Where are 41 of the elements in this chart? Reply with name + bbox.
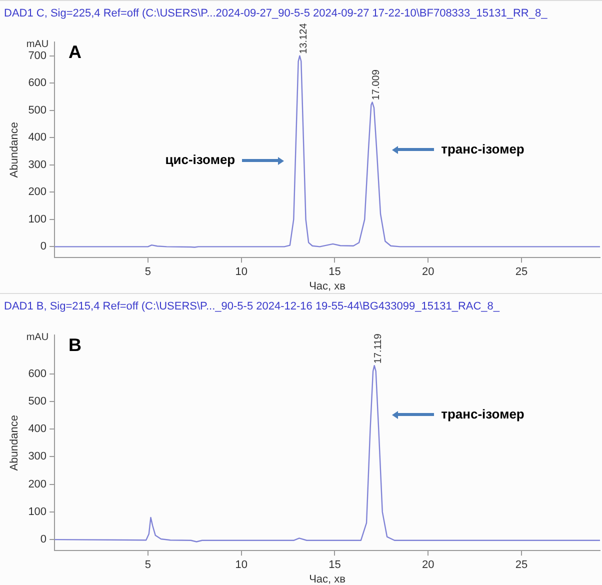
chart-title: DAD1 B, Sig=215,4 Ref=off (C:\USERS\P..._90-5-5 2024-12-16 19-55-44\BG433099_15131_RAC_8_	[4, 300, 500, 313]
x-tick-label: 15	[328, 266, 341, 278]
x-tick-label: 5	[144, 266, 152, 278]
text: mAU	[26, 332, 49, 343]
y-tick-label: 700	[28, 50, 47, 62]
y-tick-label: 500	[28, 396, 47, 408]
y-axis-title: Abundance	[8, 415, 21, 471]
x-tick-label: 20	[422, 559, 434, 572]
y-tick-label: 300	[28, 450, 47, 463]
annotation: цис-ізомер	[165, 152, 236, 168]
annotation: 13.124	[298, 22, 310, 54]
y-tick-label: 0	[40, 534, 47, 546]
chart-title: DAD1 C, Sig=225,4 Ref=off (C:\USERS\P...2024-09-27_90-5-5 2024-09-27 17-22-10\BF708333_15131_RR_8_	[4, 8, 548, 20]
y-tick-label: 100	[28, 506, 47, 518]
y-tick-label: 300	[28, 158, 47, 171]
x-tick-label: 5	[144, 559, 152, 572]
x-axis-title: Час, хв	[309, 280, 346, 292]
annotation: A	[68, 42, 82, 62]
y-tick-label: 600	[28, 368, 47, 380]
x-tick-label: 15	[328, 559, 341, 572]
annotation: B	[68, 335, 82, 356]
x-tick-label: 10	[235, 266, 248, 278]
x-tick-label: 10	[235, 559, 248, 572]
annotation: транс-ізомер	[441, 406, 524, 422]
y-tick-label: 400	[28, 423, 47, 436]
annotation: 17.119	[373, 333, 384, 364]
annotation: транс-ізомер	[441, 141, 524, 156]
x-tick-label: 25	[515, 559, 528, 572]
annotation: 17.009	[371, 69, 382, 100]
text: mAU	[26, 38, 49, 50]
y-tick-label: 400	[28, 132, 47, 144]
y-axis-title: Abundance	[8, 122, 21, 178]
y-tick-label: 600	[28, 77, 47, 90]
y-tick-label: 500	[28, 104, 47, 116]
y-tick-label: 200	[28, 478, 47, 490]
y-tick-label: 100	[28, 213, 47, 226]
x-axis-title: Час, хв	[309, 573, 346, 585]
y-tick-label: 0	[40, 240, 47, 253]
y-tick-label: 200	[28, 186, 47, 198]
x-tick-label: 25	[515, 266, 528, 278]
x-tick-label: 20	[422, 266, 434, 278]
